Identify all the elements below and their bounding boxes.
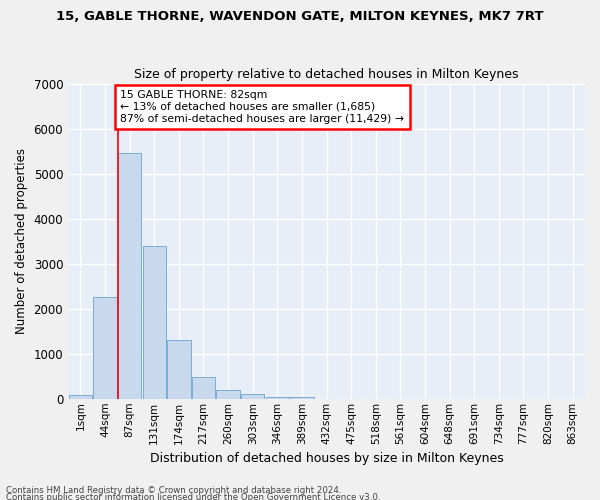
Text: Contains public sector information licensed under the Open Government Licence v3: Contains public sector information licen… xyxy=(6,494,380,500)
X-axis label: Distribution of detached houses by size in Milton Keynes: Distribution of detached houses by size … xyxy=(149,452,503,465)
Bar xyxy=(241,394,265,399)
Bar xyxy=(167,340,191,399)
Bar xyxy=(143,246,166,399)
Bar xyxy=(290,396,314,399)
Bar xyxy=(93,298,116,399)
Bar xyxy=(266,396,289,399)
Text: 15 GABLE THORNE: 82sqm
← 13% of detached houses are smaller (1,685)
87% of semi-: 15 GABLE THORNE: 82sqm ← 13% of detached… xyxy=(121,90,404,124)
Text: 15, GABLE THORNE, WAVENDON GATE, MILTON KEYNES, MK7 7RT: 15, GABLE THORNE, WAVENDON GATE, MILTON … xyxy=(56,10,544,23)
Title: Size of property relative to detached houses in Milton Keynes: Size of property relative to detached ho… xyxy=(134,68,519,81)
Bar xyxy=(68,396,92,399)
Text: Contains HM Land Registry data © Crown copyright and database right 2024.: Contains HM Land Registry data © Crown c… xyxy=(6,486,341,495)
Y-axis label: Number of detached properties: Number of detached properties xyxy=(15,148,28,334)
Bar xyxy=(118,154,141,399)
Bar xyxy=(217,390,240,399)
Bar xyxy=(192,377,215,399)
